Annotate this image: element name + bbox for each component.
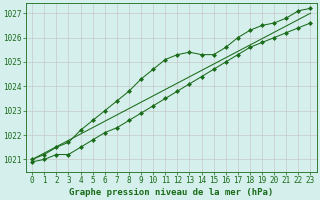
- X-axis label: Graphe pression niveau de la mer (hPa): Graphe pression niveau de la mer (hPa): [69, 188, 274, 197]
